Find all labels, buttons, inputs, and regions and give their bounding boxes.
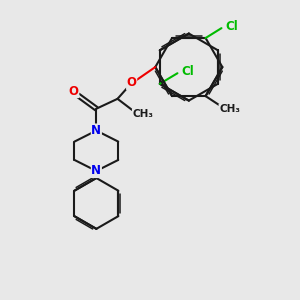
Text: CH₃: CH₃ (219, 104, 240, 114)
Text: Cl: Cl (181, 65, 194, 78)
Text: O: O (69, 85, 79, 98)
Text: N: N (92, 164, 101, 178)
Text: CH₃: CH₃ (132, 109, 153, 118)
Text: N: N (92, 124, 101, 137)
Text: Cl: Cl (225, 20, 238, 33)
Text: O: O (127, 76, 136, 89)
